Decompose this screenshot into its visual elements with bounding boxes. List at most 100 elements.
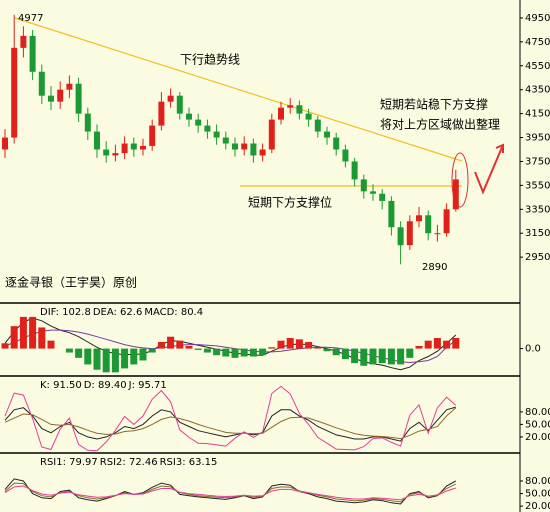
macd-bar: [157, 341, 165, 349]
chart-title: 逐金寻银（王宇昊）原创: [5, 275, 137, 290]
macd-bar: [29, 316, 37, 349]
annotation: 下行趋势线: [180, 53, 240, 67]
macd-bar: [93, 348, 101, 370]
macd-bar: [185, 345, 193, 349]
macd-bar: [139, 348, 147, 361]
y-tick-label: 50.00: [525, 489, 550, 500]
candle-body: [130, 143, 137, 150]
macd-bar: [314, 347, 322, 349]
y-tick-label: 80.00: [525, 476, 550, 487]
candle-body: [434, 233, 441, 235]
y-tick-label: 20.00: [525, 501, 550, 512]
candle-body: [268, 119, 275, 150]
candle-body: [425, 215, 432, 234]
candle-body: [416, 215, 422, 222]
candle-body: [222, 137, 229, 144]
candle-body: [305, 113, 312, 120]
candle-body: [66, 83, 73, 90]
candle-body: [342, 149, 349, 162]
candle-body: [149, 125, 156, 146]
macd-bar: [194, 348, 202, 350]
macd-bar: [176, 340, 184, 349]
macd-bar: [332, 348, 340, 356]
candle-body: [11, 47, 18, 138]
candle-body: [333, 137, 340, 150]
macd-bar: [19, 316, 27, 349]
candle-body: [38, 71, 45, 96]
line-series: [4, 407, 457, 440]
macd-bar: [360, 348, 368, 366]
macd-bar: [38, 327, 46, 349]
trend-line: [14, 17, 463, 162]
macd-bar: [102, 348, 110, 373]
macd-bar: [433, 338, 441, 349]
y-tick-label: 3950: [525, 133, 550, 144]
candle-body: [186, 113, 192, 120]
y-tick-label: 3750: [525, 156, 550, 167]
candle-body: [360, 179, 367, 192]
macd-bar: [415, 345, 423, 349]
candle-body: [195, 119, 202, 126]
macd-bar: [286, 338, 294, 349]
y-tick-label: 4550: [525, 61, 550, 72]
arrow: [474, 144, 504, 195]
macd-bar: [84, 348, 92, 365]
macd-bar: [65, 348, 73, 353]
annotation: 4977: [18, 13, 43, 24]
line-series: [4, 478, 457, 505]
candle-body: [75, 83, 82, 114]
macd-bar: [369, 348, 377, 365]
legend-entry: D: 89.40: [84, 380, 127, 391]
legend-entry: MACD: 80.4: [144, 307, 203, 318]
annotation: 2890: [422, 262, 447, 273]
line-series: [4, 385, 457, 452]
y-tick-label: 3350: [525, 204, 550, 215]
macd-bar: [259, 348, 267, 356]
candle-body: [314, 119, 321, 132]
y-tick-label: 2950: [525, 252, 550, 263]
candle-body: [94, 131, 100, 150]
macd-bar: [249, 348, 257, 357]
candle-body: [20, 35, 27, 48]
legend-entry: RSI3: 63.15: [160, 457, 218, 468]
candle-body: [370, 191, 376, 194]
candle-body: [379, 193, 386, 201]
y-tick-label: 4350: [525, 85, 550, 96]
legend-entry: RSI2: 72.46: [100, 457, 158, 468]
macd-bar: [378, 348, 386, 364]
y-tick-label: 80.00: [525, 407, 550, 418]
candle-body: [121, 143, 128, 154]
y-tick-label: 20.00: [525, 432, 550, 443]
macd-bar: [305, 341, 313, 349]
line-series: [4, 482, 457, 503]
arrow-head: [495, 143, 504, 153]
candle-body: [167, 95, 174, 102]
candle-body: [278, 107, 284, 120]
macd-bar: [203, 348, 211, 353]
annotation: 短期若站稳下方支撑: [380, 97, 488, 112]
macd-bar: [424, 340, 432, 349]
macd-bar: [268, 347, 276, 349]
annotation: 将对上方区域做出整理: [380, 117, 500, 132]
macd-bar: [167, 336, 175, 349]
macd-bar: [406, 348, 414, 358]
macd-bar: [452, 337, 460, 349]
line-series: [4, 317, 457, 371]
candle-body: [241, 143, 248, 150]
macd-bar: [222, 348, 230, 357]
y-tick-label: 50.00: [525, 419, 550, 430]
macd-bar: [121, 348, 129, 369]
candle-body: [103, 149, 110, 156]
candle-body: [2, 137, 8, 150]
candle-body: [406, 221, 413, 246]
legend-entry: J: 95.71: [128, 380, 167, 391]
candle-body: [287, 105, 294, 108]
candle-body: [84, 113, 91, 132]
candle-body: [112, 153, 119, 156]
macd-bar: [10, 326, 18, 349]
macd-bar: [443, 340, 451, 349]
candle-body: [176, 95, 183, 114]
macd-bar: [213, 348, 221, 356]
candle-body: [351, 161, 358, 180]
